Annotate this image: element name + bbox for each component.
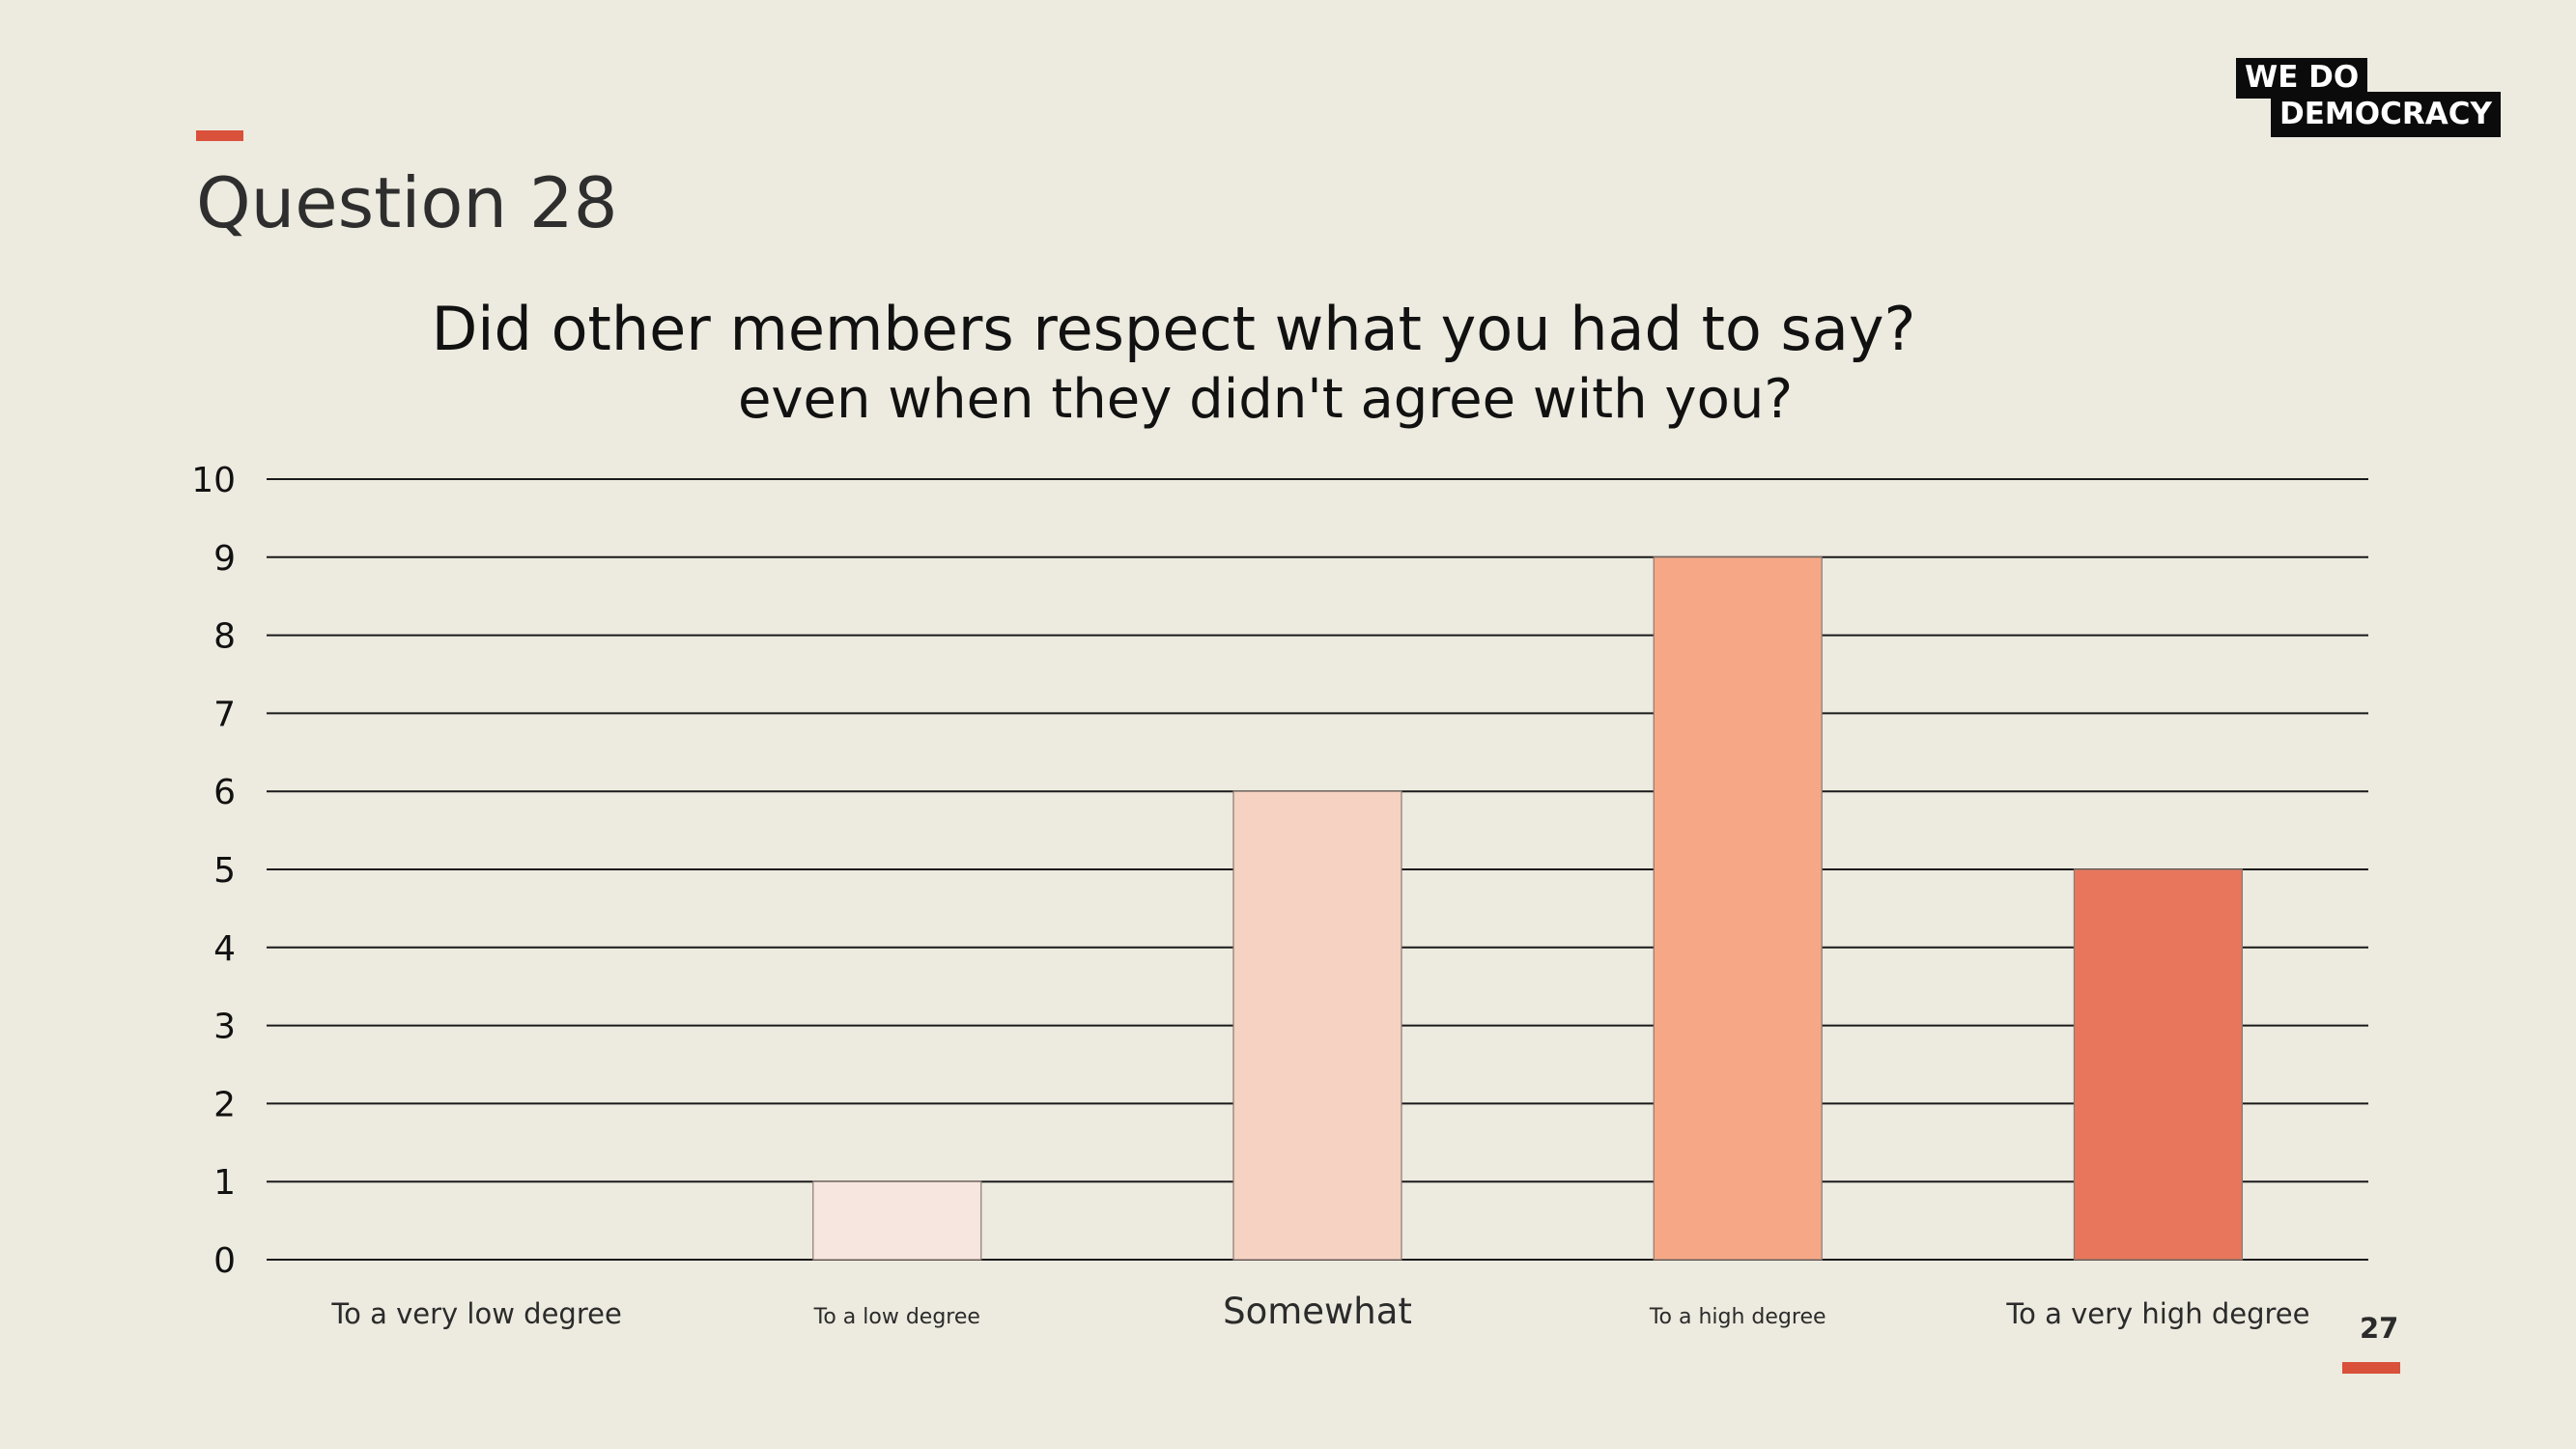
x-category-label: Somewhat (1223, 1291, 1412, 1332)
bar-3 (1653, 556, 1823, 1261)
y-tick-label: 6 (213, 773, 236, 812)
y-axis-ticks: 0 1 2 3 4 5 6 7 8 9 10 (191, 461, 236, 1281)
y-tick-label: 5 (213, 851, 236, 891)
y-tick-label: 4 (213, 929, 236, 969)
title-accent-bar (196, 130, 243, 141)
x-axis-labels: To a very low degree To a low degree Somew… (330, 1291, 2309, 1332)
page-number: 27 (2360, 1312, 2399, 1345)
x-category-label: To a low degree (813, 1305, 980, 1329)
y-tick-label: 3 (213, 1008, 236, 1047)
y-tick-label: 9 (213, 539, 236, 579)
bar-1 (812, 1180, 982, 1261)
x-category-label: To a very low degree (330, 1297, 621, 1330)
y-tick-label: 8 (213, 617, 236, 657)
bar-4 (2073, 868, 2243, 1261)
x-category-label: To a high degree (1649, 1305, 1826, 1329)
chart-title: Did other members respect what you had t… (432, 294, 1916, 364)
y-tick-label: 7 (213, 695, 236, 734)
slide-title: Question 28 (196, 162, 618, 243)
x-category-label: To a very high degree (2005, 1297, 2309, 1330)
y-tick-label: 2 (213, 1085, 236, 1124)
logo-line-2: DEMOCRACY (2271, 92, 2501, 137)
footer-accent-bar (2342, 1362, 2400, 1374)
y-tick-label: 1 (213, 1163, 236, 1203)
we-do-democracy-logo: WE DO DEMOCRACY (2236, 58, 2501, 137)
chart-subtitle: even when they didn't agree with you? (738, 368, 1793, 431)
y-tick-label: 0 (213, 1241, 236, 1281)
y-tick-label: 10 (191, 461, 236, 500)
bars (812, 556, 2243, 1261)
bar-2 (1232, 790, 1402, 1261)
